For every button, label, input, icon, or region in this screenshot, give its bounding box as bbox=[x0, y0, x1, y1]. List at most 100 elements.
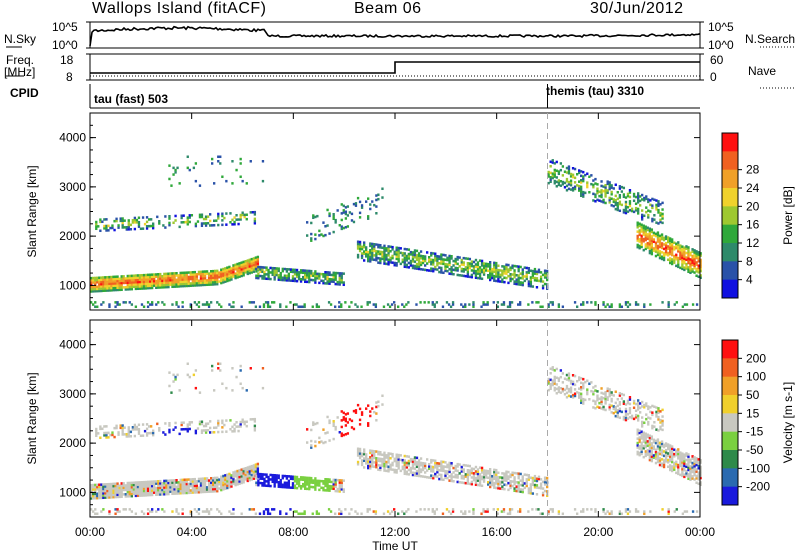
power-cell-1602 bbox=[573, 176, 577, 180]
power-cell-1594 bbox=[571, 189, 575, 192]
velocity-cell-694 bbox=[235, 421, 238, 424]
power-cell-1866 bbox=[648, 251, 652, 255]
power-cell-1277 bbox=[482, 266, 486, 270]
power-cell-37 bbox=[100, 280, 103, 284]
velocity-cell-1189 bbox=[452, 480, 455, 483]
power-cell-76 bbox=[112, 286, 115, 290]
power-cell-1790 bbox=[655, 221, 658, 224]
velocity-cell-407 bbox=[214, 485, 217, 489]
velocity-cell-340 bbox=[191, 478, 195, 481]
colorbar-1-seg-5 bbox=[722, 431, 738, 451]
power-cell-454 bbox=[228, 272, 231, 275]
power-cell-1426 bbox=[535, 279, 539, 282]
power-cell-1476 bbox=[328, 214, 331, 218]
velocity-cell-184 bbox=[144, 487, 148, 490]
velocity-cell-1478 bbox=[332, 437, 335, 441]
velocity-cell-120 bbox=[126, 492, 129, 496]
power-cell-41 bbox=[102, 287, 105, 290]
velocity-cell-122 bbox=[126, 488, 129, 492]
velocity-cell-1569 bbox=[561, 387, 565, 391]
power-cell-588 bbox=[125, 226, 128, 229]
power-cell-2180 bbox=[189, 303, 192, 306]
power-cell-1160 bbox=[442, 271, 445, 275]
power-cell-1111 bbox=[424, 264, 427, 267]
velocity-cell-1052 bbox=[403, 454, 406, 458]
power-cell-2328 bbox=[608, 305, 611, 309]
power-cell-1154 bbox=[440, 266, 443, 270]
power-cell-645 bbox=[186, 218, 189, 222]
velocity-cell-487 bbox=[238, 473, 241, 477]
velocity-cell-1712 bbox=[618, 394, 622, 397]
power-cell-98 bbox=[118, 284, 121, 287]
velocity-cell-1673 bbox=[604, 391, 607, 394]
power-cell-1788 bbox=[653, 214, 656, 217]
velocity-cell-1783 bbox=[651, 424, 654, 428]
power-cell-2015 bbox=[681, 256, 684, 260]
power-cell-834 bbox=[308, 271, 311, 275]
velocity-cell-256 bbox=[167, 490, 170, 494]
velocity-cell-320 bbox=[185, 480, 188, 484]
power-cell-359 bbox=[199, 283, 203, 287]
power-cell-751 bbox=[271, 266, 274, 270]
velocity-cell-1114 bbox=[424, 462, 427, 465]
power-cell-748 bbox=[271, 273, 274, 277]
velocity-cell-68 bbox=[110, 496, 113, 499]
power-cell-1570 bbox=[561, 174, 565, 177]
velocity-cell-273 bbox=[171, 481, 174, 484]
power-cell-2343 bbox=[643, 303, 646, 306]
power-cell-626 bbox=[162, 224, 165, 227]
power-cell-1246 bbox=[472, 260, 476, 264]
velocity-cell-194 bbox=[146, 480, 150, 484]
velocity-cell-2210 bbox=[266, 508, 270, 511]
velocity-cell-1039 bbox=[399, 458, 402, 462]
velocity-cell-2120 bbox=[194, 386, 198, 390]
power-cell-1538 bbox=[549, 176, 552, 179]
velocity-cell-1086 bbox=[415, 469, 419, 473]
velocity-cell-318 bbox=[185, 485, 188, 488]
velocity-cell-1080 bbox=[413, 463, 417, 466]
velocity-cell-1987 bbox=[675, 462, 678, 466]
power-cell-1242 bbox=[472, 271, 476, 275]
power-cell-349 bbox=[195, 281, 199, 285]
power-cell-132 bbox=[128, 274, 131, 278]
velocity-cell-1054 bbox=[405, 470, 409, 474]
power-cell-875 bbox=[328, 277, 331, 281]
velocity-cell-942 bbox=[369, 462, 372, 466]
velocity-cell-301 bbox=[181, 491, 184, 495]
power-cell-2053 bbox=[689, 264, 692, 268]
power-cell-1213 bbox=[462, 274, 465, 278]
power-cell-2196 bbox=[230, 305, 233, 309]
power-cell-992 bbox=[383, 249, 386, 252]
power-cell-238 bbox=[161, 279, 164, 283]
velocity-cell-599 bbox=[133, 428, 137, 431]
velocity-cell-2338 bbox=[628, 510, 632, 513]
velocity-cell-597 bbox=[131, 426, 135, 429]
velocity-cell-1773 bbox=[645, 402, 648, 405]
velocity-cell-288 bbox=[177, 492, 180, 495]
velocity-cell-2178 bbox=[181, 508, 184, 511]
velocity-cell-1914 bbox=[658, 461, 662, 465]
velocity-cell-509 bbox=[244, 467, 247, 470]
velocity-cell-664 bbox=[204, 424, 208, 428]
power-cell-2132 bbox=[231, 182, 234, 185]
velocity-cell-330 bbox=[189, 484, 192, 488]
power-cell-314 bbox=[183, 271, 186, 275]
velocity-cell-1081 bbox=[413, 460, 417, 464]
velocity-cell-662 bbox=[204, 431, 208, 434]
velocity-cell-182 bbox=[144, 491, 148, 495]
power-cell-1520 bbox=[369, 207, 372, 211]
velocity-cell-826 bbox=[306, 483, 309, 486]
velocity-cell-105 bbox=[120, 488, 123, 492]
velocity-cell-2024 bbox=[683, 466, 686, 470]
power-cell-2262 bbox=[431, 303, 434, 306]
velocity-cell-41 bbox=[102, 494, 105, 497]
velocity-cell-1394 bbox=[521, 475, 524, 478]
power-cell-1552 bbox=[553, 168, 556, 172]
velocity-cell-1459 bbox=[310, 428, 313, 432]
velocity-cell-2116 bbox=[186, 373, 189, 377]
power-cell-2353 bbox=[685, 303, 689, 306]
velocity-cell-1557 bbox=[555, 376, 558, 380]
power-cell-303 bbox=[181, 280, 184, 284]
power-cell-1666 bbox=[602, 185, 605, 188]
power-cell-872 bbox=[326, 271, 329, 274]
